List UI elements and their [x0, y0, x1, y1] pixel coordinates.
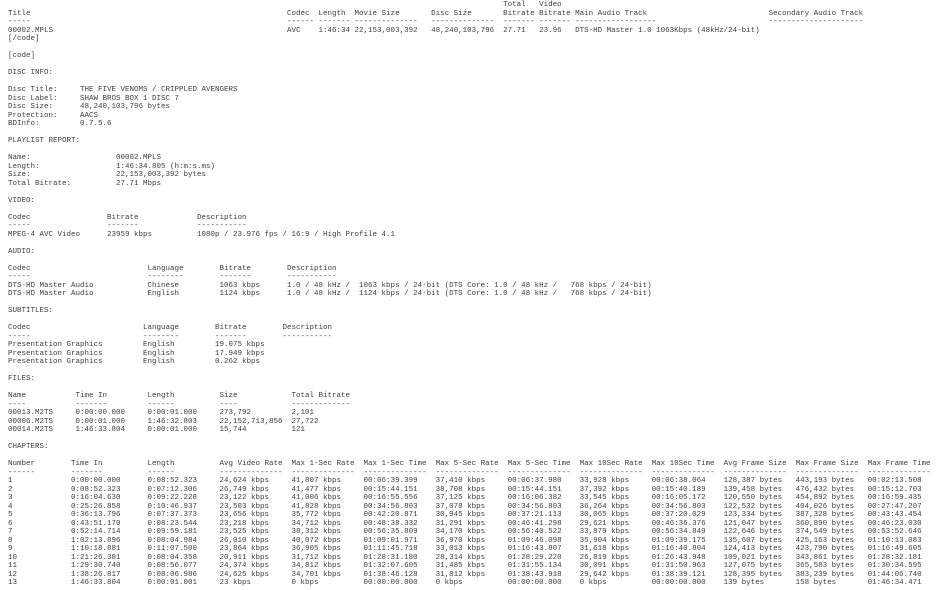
subtitles-section-heading: SUBTITLES: [8, 307, 54, 315]
chapter-row: 2 0:08:52.323 0:07:12.306 26,749 kbps 41… [8, 485, 922, 494]
playlist-report-heading: PLAYLIST REPORT: [8, 137, 81, 145]
playlist-field: Size: 22,153,003,392 bytes [8, 171, 207, 179]
chapter-row: 6 0:43:51.170 0:08:23.544 23,218 kbps 34… [8, 519, 922, 528]
subtitle-row: Presentation Graphics English 19.075 kbp… [8, 341, 265, 349]
chapters-section-header: Number Time In Length Avg Video Rate Max… [8, 460, 931, 468]
disc-info-field: Disc Title: THE FIVE VENOMS / CRIPPLED A… [8, 86, 238, 94]
blank-line [8, 188, 945, 197]
disc-info-section: DISC INFO: Disc Title: THE FIVE VENOMS / … [8, 69, 945, 137]
playlist-field: Name: 00002.MPLS [8, 154, 162, 162]
chapter-row: 4 0:25:26.858 0:10:46.937 23,503 kbps 41… [8, 502, 922, 511]
playlist-field: Length: 1:46:34.805 (h:m:s.ms) [8, 162, 216, 171]
subtitles-section: SUBTITLES: Codec Language Bitrate Descrip… [8, 307, 945, 375]
code-open-tag: [code] [8, 52, 36, 60]
file-row: 00006.M2TS 0:00:01.000 1:46:32.803 22,15… [8, 417, 319, 426]
blank-line [8, 61, 945, 70]
disc-info-field: BDInfo: 0.7.5.6 [8, 120, 112, 128]
files-section: FILES: Name Time In Length Size Total Bit… [8, 375, 945, 443]
disc-info-field: Protection: AACS [8, 111, 99, 120]
video-row: MPEG-4 AVC Video 23959 kbps 1080p / 23.9… [8, 230, 396, 239]
chapters-section-underline: ------ ------- ------ -------------- ---… [8, 468, 931, 477]
video-section-heading: VIDEO: [8, 196, 36, 205]
blank-line [8, 146, 945, 155]
files-section-underline: ---- ------- ------ ---- ------------- [8, 400, 351, 409]
video-section-underline: ----- ------- ----------- [8, 222, 247, 230]
chapter-row: 10 1:21:26.381 0:08:04.358 20,911 kbps 3… [8, 553, 922, 562]
chapter-row: 5 0:36:13.796 0:07:37.373 23,656 kbps 35… [8, 511, 922, 519]
blank-line [8, 239, 945, 248]
blank-line [8, 316, 945, 325]
blank-line [8, 367, 945, 376]
subtitle-row: Presentation Graphics English 17.949 kbp… [8, 349, 265, 358]
chapter-row: 13 1:46:33.804 0:00:01.001 23 kbps 0 kbp… [8, 579, 922, 587]
blank-line [8, 44, 945, 53]
code-close-tag: [/code] [8, 35, 40, 43]
chapters-section-heading: CHAPTERS: [8, 443, 49, 451]
subtitles-section-underline: ----- -------- ------- ----------- [8, 332, 333, 341]
chapter-row: 3 0:16:04.630 0:09:22.228 23,122 kbps 41… [8, 494, 922, 502]
file-row: 00013.M2TS 0:00:00.000 0:00:01.000 273,7… [8, 409, 315, 417]
chapter-row: 9 1:10:18.881 0:11:07.500 23,864 kbps 36… [8, 545, 922, 553]
disc-info-field: Disc Size: 48,240,103,796 bytes [8, 103, 171, 111]
summary-underline: ----- ------ ------- -------------- ----… [8, 18, 864, 26]
summary-row: 00002.MPLS AVC 1:46:34 22,153,003,392 48… [8, 26, 760, 35]
chapter-row: 7 0:52:14.714 0:09:59.181 23,525 kbps 38… [8, 528, 922, 536]
audio-section-header: Codec Language Bitrate Description [8, 264, 337, 273]
audio-section: AUDIO: Codec Language Bitrate Description… [8, 248, 945, 308]
blank-line [8, 452, 945, 461]
audio-row: DTS-HD Master Audio English 1124 kbps 1.… [8, 290, 652, 298]
chapter-row: 1 0:00:00.000 0:08:52.323 24,624 kbps 41… [8, 477, 922, 485]
summary-header: Title Codec Length Movie Size Disc Size … [8, 9, 864, 18]
playlist-report-section: PLAYLIST REPORT: Name: 00002.MPLS Length: … [8, 137, 945, 197]
blank-line [8, 205, 945, 214]
audio-section-heading: AUDIO: [8, 247, 36, 256]
subtitles-section-header: Codec Language Bitrate Description [8, 324, 333, 332]
blank-line [8, 129, 945, 138]
video-section-header: Codec Bitrate Description [8, 213, 247, 222]
file-row: 00014.M2TS 1:46:33.804 0:00:01.000 15,74… [8, 426, 306, 434]
playlist-field: Total Bitrate: 27.71 Mbps [8, 179, 162, 188]
chapter-row: 11 1:29:30.740 0:08:56.077 24,374 kbps 3… [8, 562, 922, 570]
blank-line [8, 384, 945, 393]
disc-info-field: Disc Label: SHAW BROS BOX 1 DISC 7 [8, 94, 180, 103]
blank-line [8, 256, 945, 265]
files-section-header: Name Time In Length Size Total Bitrate [8, 392, 351, 400]
blank-line [8, 299, 945, 308]
files-section-heading: FILES: [8, 375, 36, 383]
code-tags: [/code] [code] [8, 35, 945, 69]
chapters-section: CHAPTERS: Number Time In Length Avg Video… [8, 443, 945, 588]
summary-stacked-header: Total Video [8, 1, 562, 9]
disc-info-heading: DISC INFO: [8, 69, 54, 77]
video-section: VIDEO: Codec Bitrate Description ----- ---… [8, 197, 945, 248]
chapter-row: 12 1:38:26.817 0:08:06.986 24,625 kbps 3… [8, 570, 922, 579]
audio-row: DTS-HD Master Audio Chinese 1063 kbps 1.… [8, 281, 652, 290]
audio-section-underline: ----- -------- ------- ----------- [8, 273, 337, 281]
chapter-row: 8 1:02:13.896 0:08:04.984 26,010 kbps 40… [8, 536, 922, 545]
blank-line [8, 78, 945, 87]
blank-line [8, 435, 945, 444]
subtitle-row: Presentation Graphics English 0.262 kbps [8, 358, 261, 366]
summary-table: Total Video Title Codec Length Movie Size… [8, 1, 945, 35]
